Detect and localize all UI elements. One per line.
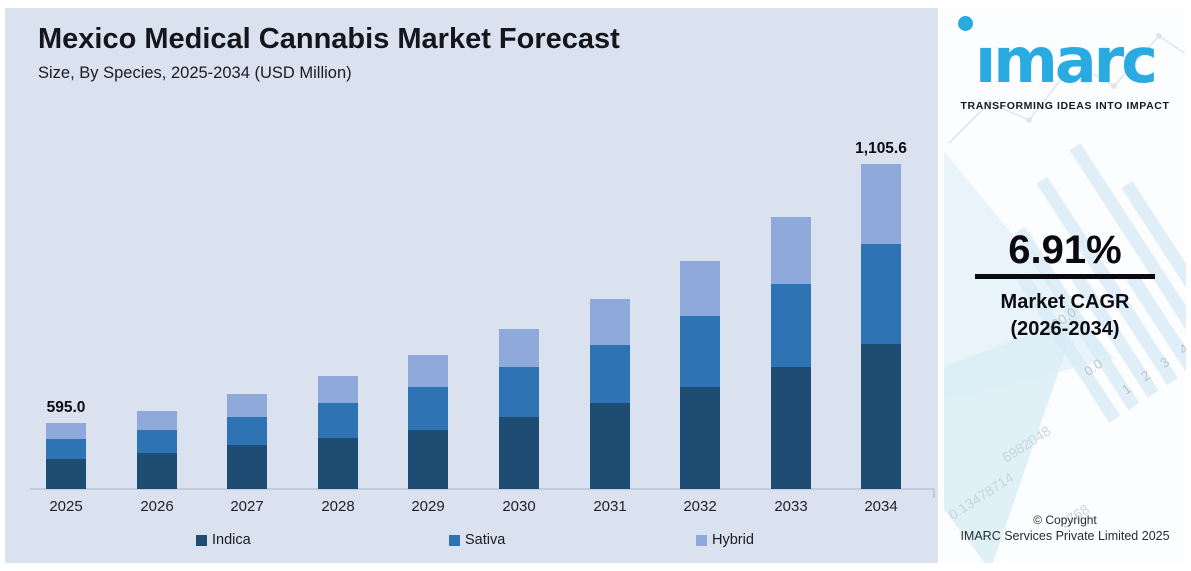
- bar-2030: [499, 329, 539, 489]
- legend: Indica Sativa Hybrid: [5, 532, 938, 554]
- bar-segment-sativa-2032: [680, 316, 720, 387]
- bar-2025: [46, 423, 86, 489]
- bar-segment-indica-2029: [408, 430, 448, 489]
- copyright-symbol-line: © Copyright: [1033, 513, 1097, 527]
- bar-segment-sativa-2025: [46, 439, 86, 459]
- bar-segment-sativa-2030: [499, 367, 539, 417]
- bar-segment-indica-2031: [590, 403, 630, 489]
- x-label-2029: 2029: [411, 498, 445, 515]
- watermark-ticks: 1 2 3 4: [1119, 337, 1186, 398]
- x-label-2025: 2025: [49, 498, 83, 515]
- bar-segment-hybrid-2031: [590, 299, 630, 345]
- watermark-bar: [1036, 176, 1178, 386]
- bar-2032: [680, 261, 720, 489]
- imarc-logo-dot-icon: [958, 16, 973, 31]
- indica-legend-marker-icon: [196, 534, 207, 546]
- x-label-2027: 2027: [230, 498, 264, 515]
- bar-segment-indica-2033: [771, 367, 811, 489]
- cagr-value: 6.91%: [1008, 228, 1122, 272]
- cagr-underline: [975, 274, 1155, 279]
- chart-panel: Mexico Medical Cannabis Market Forecast …: [5, 8, 938, 563]
- side-panel: 500.0 0.0 1 2 3 4 6982048 0.13478714 276…: [944, 8, 1186, 563]
- cagr-period: (2026-2034): [1010, 318, 1120, 340]
- bar-segment-hybrid-2030: [499, 329, 539, 367]
- bar-2031: [590, 299, 630, 489]
- hybrid-legend-marker-icon: [696, 534, 707, 546]
- legend-item-sativa: Sativa: [449, 532, 505, 548]
- legend-item-hybrid: Hybrid: [696, 532, 754, 548]
- x-axis-end-tick: [933, 488, 935, 498]
- x-label-2030: 2030: [502, 498, 536, 515]
- bar-segment-hybrid-2028: [318, 376, 358, 403]
- bar-segment-sativa-2029: [408, 387, 448, 430]
- bar-segment-indica-2030: [499, 417, 539, 489]
- plot-area: 2025 595.0 2026 2027 2028 2029 2030 2031 2032 203…: [5, 8, 938, 563]
- bar-segment-sativa-2031: [590, 345, 630, 403]
- bar-segment-hybrid-2032: [680, 261, 720, 316]
- value-label-2025: 595.0: [46, 399, 86, 416]
- legend-item-indica: Indica: [196, 532, 251, 548]
- chart-subtitle: Size, By Species, 2025-2034 (USD Million…: [38, 64, 352, 82]
- x-label-2032: 2032: [683, 498, 717, 515]
- x-label-2034: 2034: [864, 498, 898, 515]
- bar-segment-hybrid-2027: [227, 394, 267, 417]
- value-label-2034: 1,105.6: [855, 140, 907, 157]
- bar-segment-hybrid-2033: [771, 217, 811, 284]
- bar-segment-indica-2034: [861, 344, 901, 489]
- legend-label-sativa: Sativa: [465, 532, 506, 548]
- bar-2027: [227, 394, 267, 489]
- x-label-2028: 2028: [321, 498, 355, 515]
- bar-segment-hybrid-2025: [46, 423, 86, 439]
- bar-segment-indica-2027: [227, 445, 267, 489]
- bar-2034: [861, 164, 901, 489]
- bar-segment-hybrid-2029: [408, 355, 448, 387]
- bar-segment-hybrid-2034: [861, 164, 901, 244]
- legend-label-indica: Indica: [212, 532, 251, 548]
- chart-title: Mexico Medical Cannabis Market Forecast: [38, 23, 620, 55]
- cagr-label: Market CAGR: [1000, 291, 1130, 313]
- bar-2033: [771, 217, 811, 489]
- bar-segment-sativa-2033: [771, 284, 811, 367]
- bar-segment-indica-2026: [137, 453, 177, 489]
- bar-2029: [408, 355, 448, 489]
- x-label-2031: 2031: [593, 498, 627, 515]
- watermark-axis-min: 0.0: [1081, 355, 1106, 380]
- bar-segment-indica-2025: [46, 459, 86, 489]
- bar-segment-sativa-2034: [861, 244, 901, 344]
- sativa-legend-marker-icon: [449, 534, 460, 546]
- x-axis-line: [30, 488, 935, 490]
- legend-label-hybrid: Hybrid: [712, 532, 754, 548]
- bar-segment-indica-2032: [680, 387, 720, 489]
- bar-segment-sativa-2027: [227, 417, 267, 445]
- copyright-company-line: IMARC Services Private Limited 2025: [960, 529, 1170, 543]
- bar-segment-sativa-2028: [318, 403, 358, 438]
- watermark-number-1: 6982048: [999, 422, 1054, 466]
- imarc-logo: ımarc: [974, 24, 1158, 97]
- bar-segment-indica-2028: [318, 438, 358, 489]
- bar-2026: [137, 411, 177, 489]
- bar-2028: [318, 376, 358, 489]
- x-label-2033: 2033: [774, 498, 808, 515]
- imarc-tagline: TRANSFORMING IDEAS INTO IMPACT: [960, 100, 1170, 112]
- bar-segment-hybrid-2026: [137, 411, 177, 430]
- x-label-2026: 2026: [140, 498, 174, 515]
- bar-segment-sativa-2026: [137, 430, 177, 453]
